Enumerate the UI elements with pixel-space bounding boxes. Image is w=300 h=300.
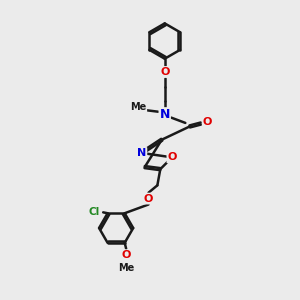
Text: O: O [203, 117, 212, 127]
Text: N: N [160, 108, 170, 121]
Text: O: O [160, 67, 169, 77]
Text: Me: Me [130, 102, 146, 112]
Text: N: N [137, 148, 146, 158]
Text: O: O [144, 194, 153, 204]
Text: Me: Me [118, 262, 134, 273]
Text: O: O [167, 152, 177, 162]
Text: O: O [122, 250, 131, 260]
Text: Cl: Cl [89, 207, 100, 217]
